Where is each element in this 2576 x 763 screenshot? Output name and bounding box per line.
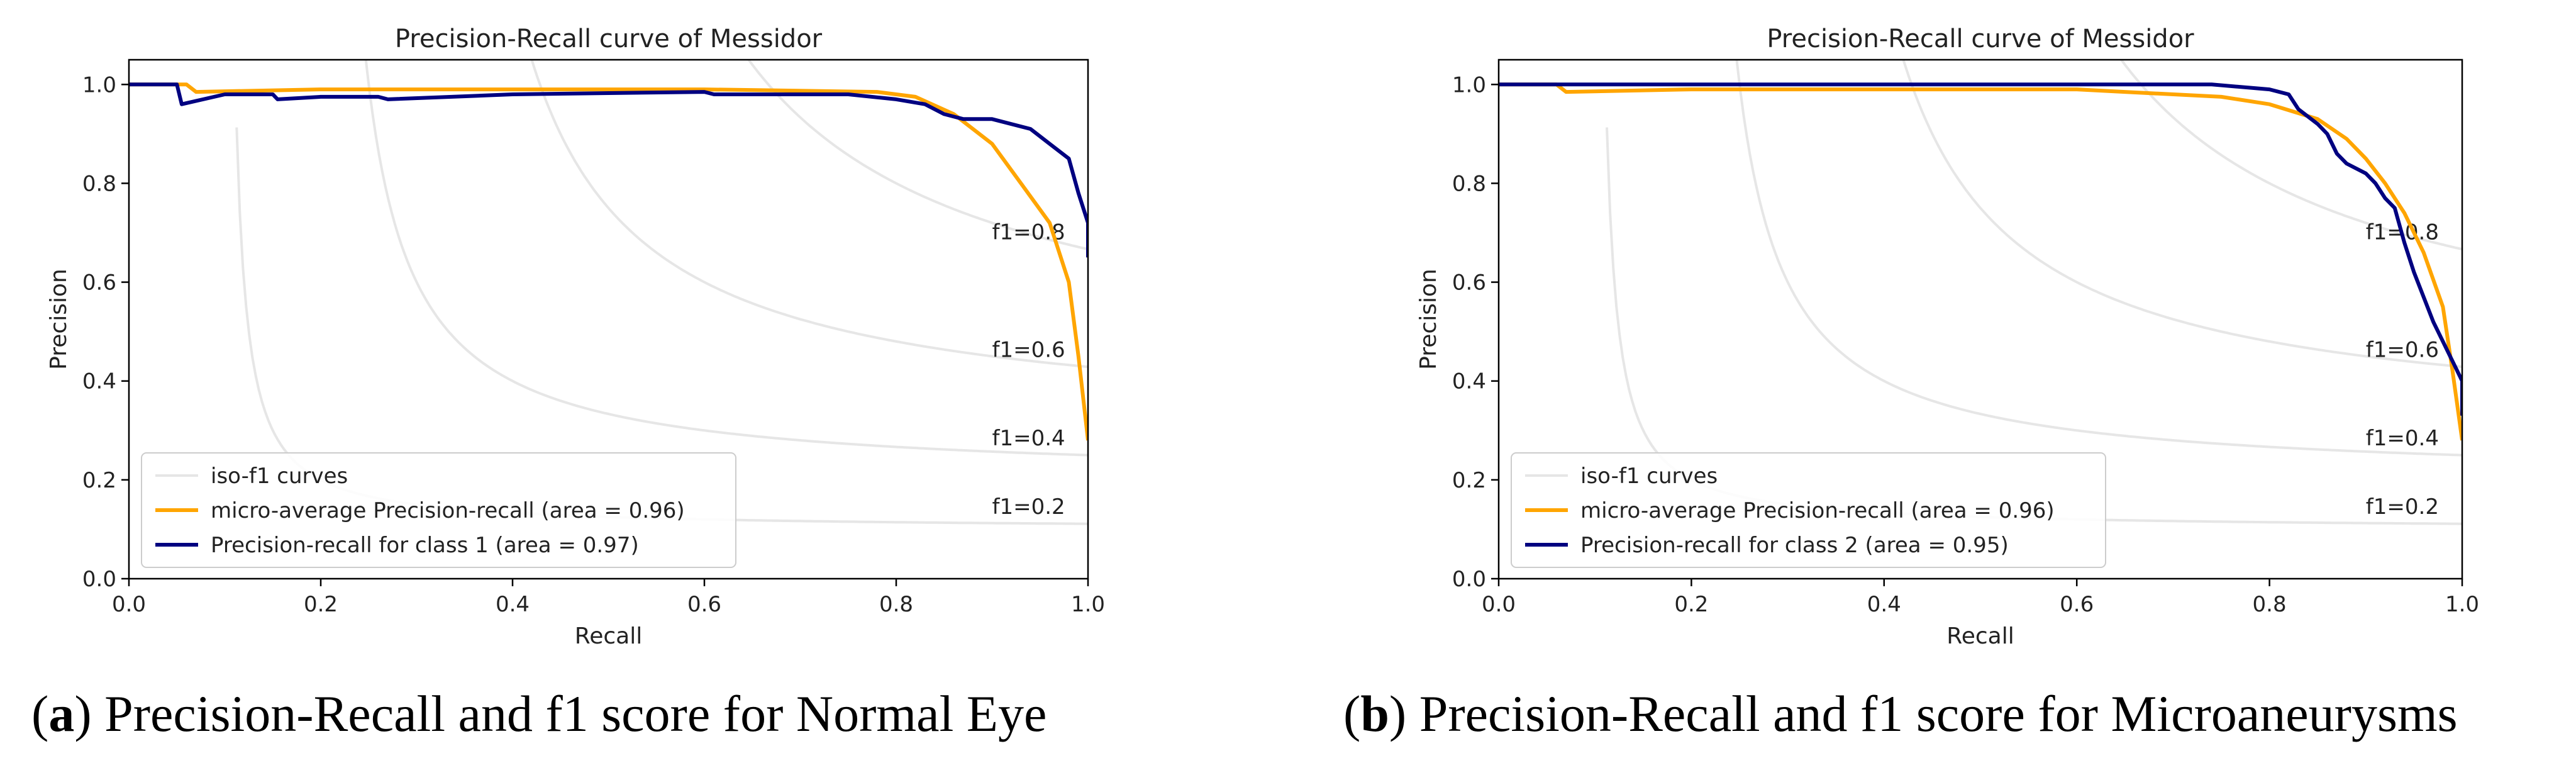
series-line <box>1499 82 2462 441</box>
caption-b-letter: b <box>1360 685 1389 742</box>
legend-label: iso-f1 curves <box>1580 464 1718 489</box>
plot-frame <box>1497 58 2463 580</box>
x-tick-label: 0.4 <box>496 592 530 617</box>
x-tick-label: 0.6 <box>2060 592 2094 617</box>
chart-title: Precision-Recall curve of Messidor <box>1767 25 2194 53</box>
series-line <box>1499 82 2462 416</box>
y-tick-label: 0.2 <box>82 468 116 493</box>
legend-label: micro-average Precision-recall (area = 0… <box>1580 498 2055 523</box>
legend-box <box>141 452 736 568</box>
x-tick-label: 0.8 <box>2253 592 2287 617</box>
legend-label: micro-average Precision-recall (area = 0… <box>211 498 685 523</box>
caption-a-letter: a <box>48 685 75 742</box>
x-tick-label: 1.0 <box>1071 592 1105 617</box>
chart-normal-eye: f1=0.2f1=0.4f1=0.6f1=0.80.0 0.2 0.4 0.6 0.8 1… <box>46 25 1105 649</box>
iso-f1-curve <box>1902 60 2462 369</box>
x-tick-label: 0.2 <box>304 592 338 617</box>
y-tick-label: 0.0 <box>1452 567 1486 592</box>
iso-f1-label: f1=0.6 <box>2366 338 2439 363</box>
y-tick-label: 0.4 <box>82 369 116 394</box>
y-tick-label: 1.0 <box>1452 72 1486 97</box>
legend-label: Precision-recall for class 2 (area = 0.9… <box>1580 533 2009 558</box>
iso-f1-label: f1=0.4 <box>992 426 1065 451</box>
y-axis-label: Precision <box>1416 269 1441 370</box>
x-tick-label: 0.0 <box>112 592 146 617</box>
x-tick-label: 0.2 <box>1674 592 1708 617</box>
y-tick-label: 0.6 <box>1452 270 1486 296</box>
legend-box <box>1511 452 2106 568</box>
plot-frame <box>128 58 1089 580</box>
caption-b: (b) Precision-Recall and f1 score for Mi… <box>1343 685 2458 742</box>
iso-f1-label: f1=0.2 <box>2366 494 2439 520</box>
legend-label: Precision-recall for class 1 (area = 0.9… <box>211 533 639 558</box>
iso-f1-curve <box>1735 60 2462 457</box>
x-tick-label: 1.0 <box>2445 592 2479 617</box>
x-tick-label: 0.6 <box>687 592 721 617</box>
x-tick-label: 0.0 <box>1482 592 1516 617</box>
chart-microaneurysms: f1=0.2f1=0.4f1=0.6f1=0.80.0 0.2 0.4 0.6 0.8 1… <box>1416 25 2479 649</box>
series-line <box>129 82 1088 258</box>
iso-f1-curve <box>364 60 1088 457</box>
iso-f1-curve <box>747 60 1088 251</box>
iso-f1-label: f1=0.6 <box>992 338 1065 363</box>
x-axis-label: Recall <box>1946 623 2014 649</box>
y-axis-label: Precision <box>46 269 72 370</box>
y-tick-label: 0.6 <box>82 270 116 296</box>
y-tick-label: 0.8 <box>1452 171 1486 196</box>
caption-a: (a) Precision-Recall and f1 score for No… <box>31 685 1047 742</box>
iso-f1-curve <box>530 60 1088 369</box>
y-tick-label: 0.2 <box>1452 468 1486 493</box>
y-tick-label: 1.0 <box>82 72 116 97</box>
y-tick-label: 0.0 <box>82 567 116 592</box>
series-line <box>129 82 1088 441</box>
x-tick-label: 0.4 <box>1867 592 1901 617</box>
caption-b-text: ) Precision-Recall and f1 score for Micr… <box>1389 685 2458 742</box>
caption-a-text: ) Precision-Recall and f1 score for Norm… <box>74 685 1047 742</box>
iso-f1-label: f1=0.4 <box>2366 426 2439 451</box>
y-tick-label: 0.4 <box>1452 369 1486 394</box>
y-tick-label: 0.8 <box>82 171 116 196</box>
legend-label: iso-f1 curves <box>211 464 348 489</box>
iso-f1-label: f1=0.2 <box>992 494 1065 520</box>
x-axis-label: Recall <box>575 623 642 649</box>
x-tick-label: 0.8 <box>879 592 913 617</box>
chart-title: Precision-Recall curve of Messidor <box>395 25 823 53</box>
